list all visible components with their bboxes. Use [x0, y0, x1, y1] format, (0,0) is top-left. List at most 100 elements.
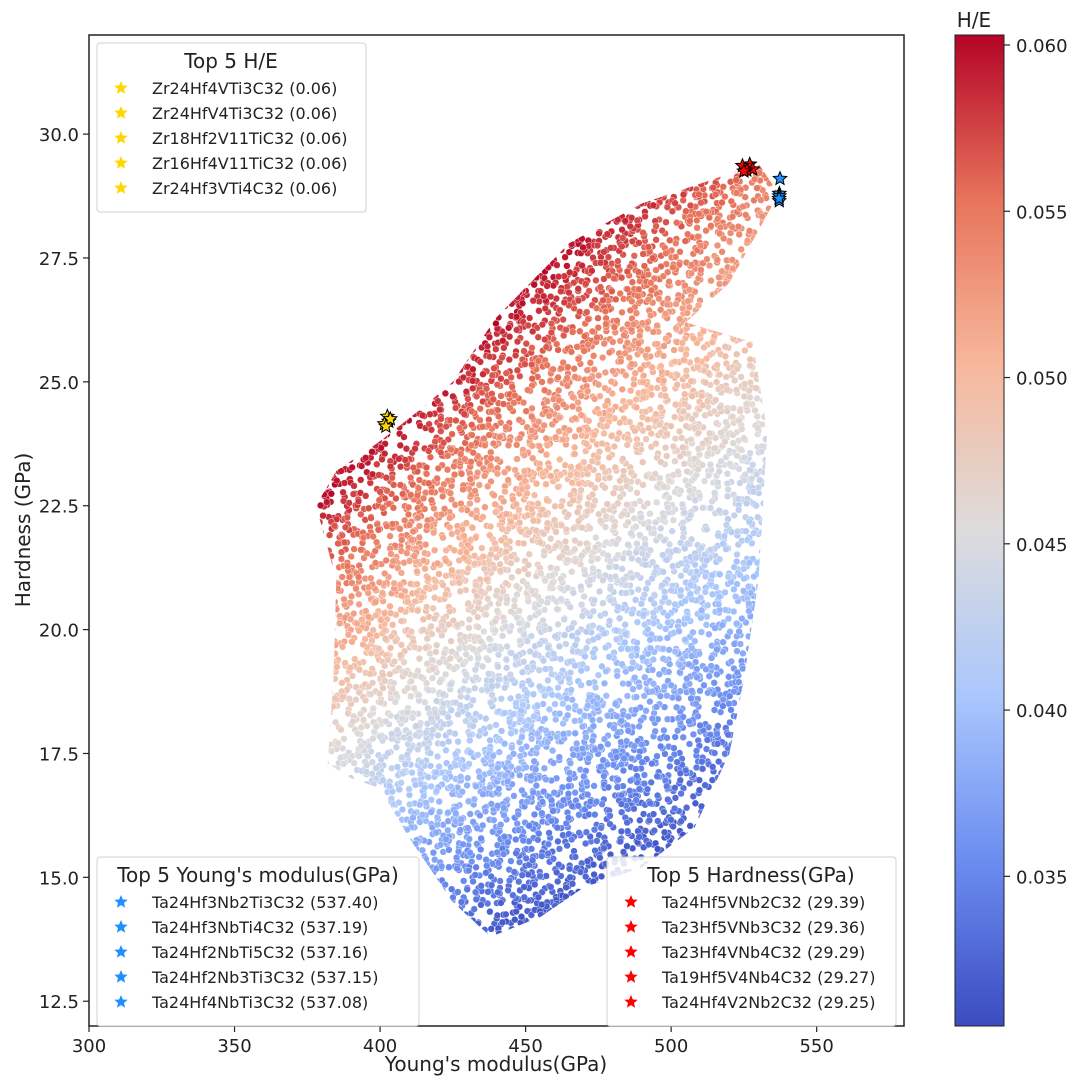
- cloud-point: [361, 635, 369, 643]
- cloud-point: [576, 494, 584, 502]
- cloud-point: [688, 687, 696, 695]
- cloud-point: [466, 810, 474, 818]
- cloud-point: [605, 453, 613, 462]
- cloud-point: [647, 391, 656, 399]
- cloud-point: [505, 356, 513, 364]
- cloud-point: [601, 609, 609, 618]
- cloud-point: [426, 649, 434, 658]
- cloud-point: [655, 295, 663, 303]
- cloud-point: [621, 621, 629, 629]
- cloud-point: [408, 768, 416, 777]
- cloud-point: [600, 679, 609, 688]
- cloud-point: [639, 394, 647, 402]
- cloud-point: [414, 745, 422, 753]
- cloud-point: [623, 434, 632, 442]
- cloud-point: [623, 441, 631, 449]
- cloud-point: [447, 637, 455, 645]
- cloud-point: [733, 550, 741, 559]
- cloud-point: [419, 626, 428, 634]
- cloud-point: [549, 807, 557, 815]
- cloud-point: [726, 628, 734, 636]
- cloud-point: [357, 510, 365, 519]
- cloud-point: [670, 346, 678, 354]
- cloud-point: [469, 384, 477, 393]
- cloud-point: [615, 614, 624, 622]
- cloud-point: [666, 762, 674, 770]
- cloud-point: [433, 641, 441, 649]
- cloud-point: [582, 828, 591, 836]
- cloud-point: [626, 306, 634, 315]
- cloud-point: [668, 207, 676, 215]
- cloud-point: [605, 348, 614, 357]
- cloud-point: [727, 657, 735, 666]
- cloud-point: [582, 644, 591, 652]
- cloud-point: [726, 718, 734, 727]
- cloud-point: [524, 561, 532, 569]
- cloud-point: [580, 566, 588, 574]
- cloud-point: [512, 835, 520, 844]
- cloud-point: [742, 527, 750, 535]
- cloud-point: [569, 589, 577, 597]
- cloud-point: [555, 642, 564, 651]
- cloud-point: [616, 477, 624, 485]
- cloud-point: [592, 276, 600, 285]
- cloud-point: [462, 670, 470, 678]
- cloud-point: [680, 460, 688, 468]
- cloud-point: [474, 623, 482, 631]
- cloud-point: [589, 860, 598, 869]
- cloud-point: [660, 726, 668, 735]
- cloud-point: [432, 648, 440, 656]
- cloud-point: [397, 463, 405, 471]
- cloud-point: [398, 805, 407, 814]
- cloud-point: [486, 908, 494, 916]
- cloud-point: [559, 316, 567, 324]
- cloud-point: [620, 467, 628, 475]
- cloud-point: [347, 552, 355, 561]
- cloud-point: [753, 394, 761, 403]
- cloud-point: [479, 513, 487, 521]
- cloud-point: [409, 527, 417, 536]
- cloud-point: [437, 448, 445, 457]
- cloud-point: [545, 705, 554, 714]
- cloud-point: [661, 310, 670, 318]
- cloud-point: [483, 342, 492, 350]
- cloud-point: [448, 430, 456, 438]
- cloud-point: [556, 455, 564, 464]
- cloud-point: [476, 811, 484, 820]
- cloud-point: [717, 429, 725, 437]
- cloud-point: [367, 514, 375, 522]
- cloud-point: [616, 493, 624, 501]
- cloud-point: [663, 452, 671, 460]
- cloud-point: [547, 563, 555, 572]
- cloud-point: [497, 695, 505, 703]
- cloud-point: [595, 587, 604, 596]
- cloud-point: [506, 333, 514, 341]
- cloud-point: [710, 679, 718, 687]
- cloud-point: [600, 629, 608, 638]
- cloud-point: [662, 218, 670, 226]
- cloud-point: [520, 883, 528, 891]
- cloud-point: [678, 500, 687, 508]
- cloud-point: [415, 461, 424, 469]
- cloud-point: [560, 631, 569, 639]
- cloud-point: [712, 419, 721, 427]
- cloud-point: [745, 559, 754, 567]
- cloud-point: [555, 845, 564, 853]
- cloud-point: [367, 574, 375, 582]
- cloud-point: [465, 835, 473, 843]
- cloud-point: [746, 355, 754, 364]
- cloud-point: [416, 818, 424, 826]
- cloud-point: [702, 621, 711, 629]
- cloud-point: [513, 366, 522, 374]
- cloud-point: [381, 609, 389, 617]
- cloud-point: [679, 733, 687, 741]
- cloud-point: [484, 656, 492, 664]
- cloud-point: [442, 746, 450, 754]
- cloud-point: [367, 649, 375, 657]
- cloud-point: [602, 538, 610, 547]
- cloud-point: [507, 729, 515, 737]
- cloud-point: [403, 684, 412, 692]
- cloud-point: [470, 905, 478, 913]
- cloud-point: [686, 822, 694, 830]
- cloud-point: [575, 811, 583, 819]
